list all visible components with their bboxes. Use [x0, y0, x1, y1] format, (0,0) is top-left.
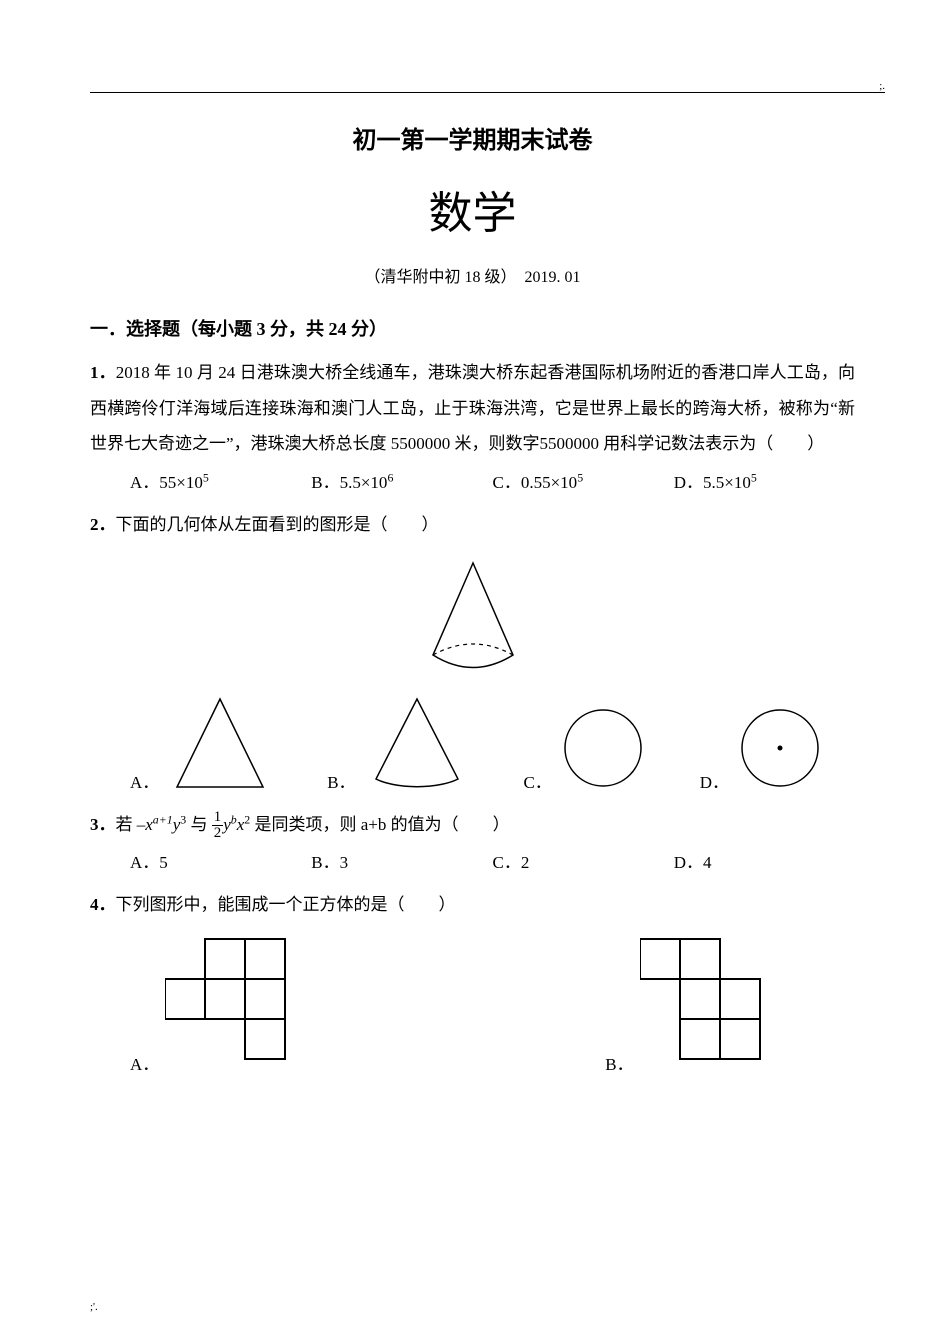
corner-mark: ;.	[879, 80, 885, 92]
q1-a-label: A．55×10	[130, 473, 203, 492]
q3-e1: a+1	[153, 812, 173, 826]
q1-b-exp: 6	[387, 470, 393, 484]
q2-opt-d: D．	[700, 703, 825, 793]
sub-heading: （清华附中初 18 级） 2019. 01	[90, 263, 855, 287]
q1-a-exp: 5	[203, 470, 209, 484]
q3-y2: y	[223, 815, 231, 834]
question-2: 2．下面的几何体从左面看到的图形是（ ）	[90, 507, 855, 543]
q2-num: 2．	[90, 515, 116, 534]
q1-opt-c: C．0.55×105	[493, 468, 674, 493]
q2-opt-a: A．	[130, 693, 275, 793]
q2-main-figure	[90, 555, 855, 685]
q1-text: 2018 年 10 月 24 日港珠澳大桥全线通车，港珠澳大桥东起香港国际机场附…	[90, 363, 855, 453]
triangle-icon	[165, 693, 275, 793]
q2-options: A． B． C． D．	[90, 693, 855, 793]
q3-post: 是同类项，则 a+b 的值为（ ）	[250, 815, 509, 834]
q2-text: 下面的几何体从左面看到的图形是（ ）	[116, 515, 439, 534]
q1-d-label: D．5.5×10	[674, 473, 751, 492]
q2-a-label: A．	[130, 768, 159, 793]
q1-c-label: C．0.55×10	[493, 473, 578, 492]
net-a-icon	[165, 935, 345, 1075]
q1-opt-a: A．55×105	[130, 468, 311, 493]
q3-frac: 12	[212, 810, 224, 841]
q2-b-label: B．	[327, 768, 355, 793]
q3-pre: 若 –	[116, 815, 146, 834]
q1-opt-b: B．5.5×106	[311, 468, 492, 493]
cone-icon	[413, 555, 533, 685]
net-b-icon	[640, 935, 800, 1075]
q4-b-label: B．	[605, 1050, 633, 1075]
q1-opt-d: D．5.5×105	[674, 468, 855, 493]
q2-opt-c: C．	[523, 703, 647, 793]
q3-opt-b: B．3	[311, 848, 492, 873]
q3-x1: x	[145, 815, 153, 834]
q1-c-exp: 5	[577, 470, 583, 484]
question-3: 3．若 –xa+1y3 与 12ybx2 是同类项，则 a+b 的值为（ ）	[90, 807, 855, 843]
q3-opt-c: C．2	[493, 848, 674, 873]
q2-d-label: D．	[700, 768, 729, 793]
q3-opt-a: A．5	[130, 848, 311, 873]
q4-num: 4．	[90, 895, 116, 914]
q4-text: 下列图形中，能围成一个正方体的是（ ）	[116, 895, 456, 914]
top-rule	[90, 92, 885, 93]
section-1-heading: 一．选择题（每小题 3 分，共 24 分）	[90, 315, 855, 341]
exam-title: 初一第一学期期末试卷	[90, 120, 855, 155]
question-4: 4．下列图形中，能围成一个正方体的是（ ）	[90, 887, 855, 923]
q3-mid: 与	[186, 815, 212, 834]
q2-c-label: C．	[523, 768, 551, 793]
q1-options: A．55×105 B．5.5×106 C．0.55×105 D．5.5×105	[90, 468, 855, 493]
question-1: 1．2018 年 10 月 24 日港珠澳大桥全线通车，港珠澳大桥东起香港国际机…	[90, 355, 855, 462]
q1-num: 1．	[90, 363, 116, 382]
q3-num: 3．	[90, 815, 116, 834]
q4-options: A． B．	[90, 935, 855, 1075]
q4-a-label: A．	[130, 1050, 159, 1075]
q3-opt-d: D．4	[674, 848, 855, 873]
q3-frac-d: 2	[212, 826, 224, 841]
q3-options: A．5 B．3 C．2 D．4	[90, 848, 855, 873]
q4-opt-a: A．	[130, 935, 345, 1075]
bottom-mark: ;'.	[90, 1301, 98, 1313]
q1-b-label: B．5.5×10	[311, 473, 387, 492]
q1-d-exp: 5	[751, 470, 757, 484]
q2-opt-b: B．	[327, 693, 471, 793]
subject-title: 数学	[90, 177, 855, 241]
q4-opt-b: B．	[605, 935, 799, 1075]
q3-frac-n: 1	[212, 810, 224, 826]
sector-icon	[362, 693, 472, 793]
circle-dot-icon	[735, 703, 825, 793]
circle-icon	[558, 703, 648, 793]
